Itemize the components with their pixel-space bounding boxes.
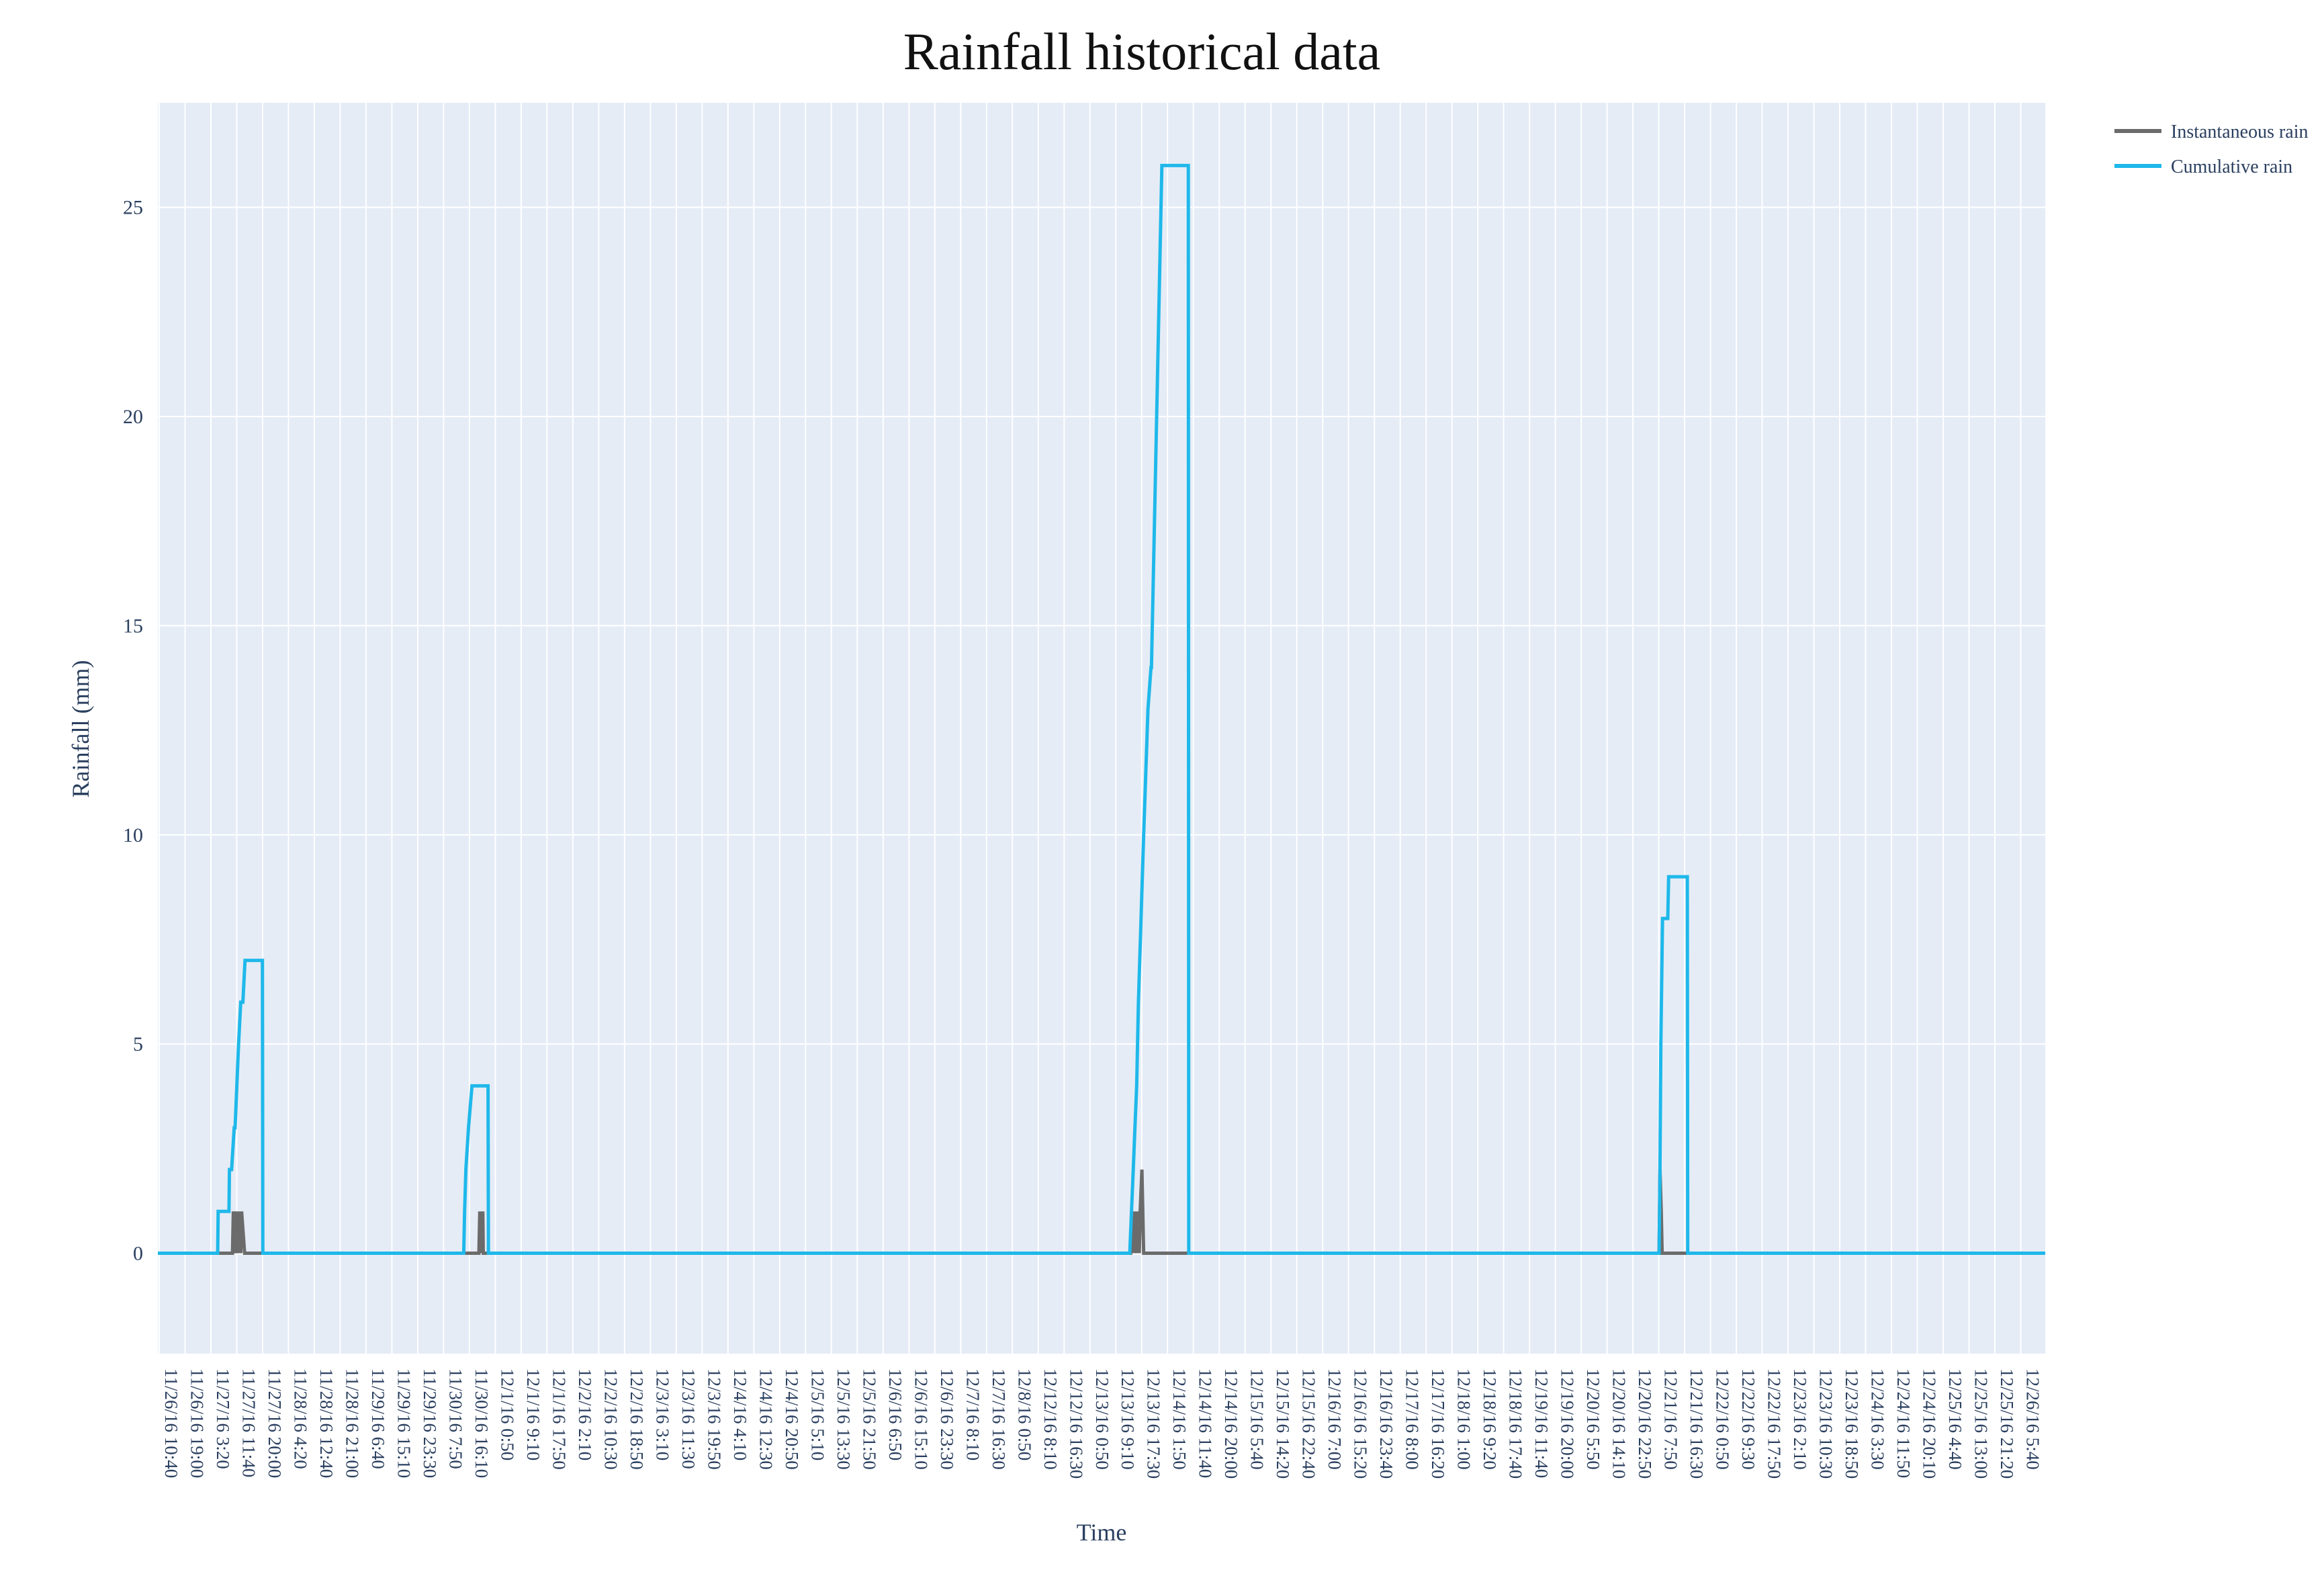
x-tick-label: 11/28/16 12:40: [316, 1368, 337, 1478]
x-tick-label: 12/12/16 16:30: [1066, 1368, 1086, 1479]
y-tick-label: 5: [133, 1033, 143, 1055]
cumulative-rain-line: [158, 163, 2045, 1255]
x-tick-label: 12/5/16 13:30: [834, 1368, 854, 1470]
x-tick-label: 12/4/16 12:30: [756, 1368, 776, 1470]
x-tick-label: 12/22/16 0:50: [1713, 1368, 1733, 1470]
x-tick-label: 12/21/16 16:30: [1687, 1368, 1707, 1479]
x-tick-label: 12/1/16 9:10: [523, 1368, 543, 1460]
legend-label: Instantaneous rain: [2171, 122, 2309, 142]
y-axis-title: Rainfall (mm): [67, 660, 94, 798]
legend-label: Cumulative rain: [2171, 157, 2292, 177]
x-tick-label: 11/26/16 10:40: [161, 1368, 181, 1478]
x-tick-label: 11/28/16 4:20: [290, 1368, 310, 1469]
x-tick-label: 12/21/16 7:50: [1661, 1368, 1681, 1470]
x-tick-label: 12/3/16 11:30: [678, 1368, 699, 1469]
x-tick-label: 12/2/16 18:50: [627, 1368, 647, 1470]
x-tick-label: 12/13/16 17:30: [1144, 1368, 1164, 1479]
y-tick-label: 0: [133, 1243, 143, 1265]
x-tick-label: 11/30/16 7:50: [445, 1368, 465, 1469]
x-tick-label: 12/25/16 4:40: [1945, 1368, 1965, 1470]
x-tick-label: 12/25/16 21:20: [1997, 1368, 2017, 1479]
x-tick-label: 12/1/16 0:50: [497, 1368, 517, 1460]
x-tick-label: 12/24/16 20:10: [1920, 1368, 1940, 1479]
x-tick-label: 12/16/16 7:00: [1325, 1368, 1345, 1470]
x-tick-label: 12/18/16 17:40: [1506, 1368, 1526, 1479]
x-tick-label: 12/6/16 6:50: [885, 1368, 905, 1460]
legend-item[interactable]: Cumulative rain: [2114, 157, 2292, 177]
plot-area: [158, 103, 2045, 1354]
x-tick-label: 12/2/16 10:30: [600, 1368, 621, 1470]
x-tick-label: 12/23/16 18:50: [1842, 1368, 1862, 1479]
y-tick-label: 10: [123, 824, 143, 846]
y-tick-label: 15: [123, 615, 143, 637]
chart-title: Rainfall historical data: [903, 22, 1380, 81]
x-tick-label: 12/3/16 19:50: [704, 1368, 724, 1470]
x-tick-label: 12/22/16 9:30: [1738, 1368, 1758, 1470]
x-tick-label: 12/14/16 1:50: [1169, 1368, 1190, 1470]
x-tick-label: 12/1/16 17:50: [549, 1368, 569, 1470]
y-tick-label: 20: [123, 406, 143, 428]
x-tick-label: 12/20/16 5:50: [1583, 1368, 1603, 1470]
x-tick-label: 12/20/16 14:10: [1609, 1368, 1629, 1479]
x-tick-label: 12/17/16 16:20: [1428, 1368, 1448, 1479]
x-tick-label: 11/29/16 15:10: [394, 1368, 414, 1478]
x-tick-label: 12/25/16 13:00: [1971, 1368, 1992, 1479]
x-tick-label: 11/28/16 21:00: [342, 1368, 362, 1478]
x-tick-label: 12/26/16 5:40: [2023, 1368, 2043, 1470]
y-tick-label: 25: [123, 197, 143, 219]
x-tick-label: 12/5/16 21:50: [859, 1368, 879, 1470]
x-tick-label: 11/30/16 16:10: [472, 1368, 492, 1478]
x-tick-label: 12/3/16 3:10: [652, 1368, 672, 1460]
legend[interactable]: Instantaneous rain Cumulative rain: [2114, 122, 2309, 177]
x-tick-label: 12/7/16 8:10: [963, 1368, 983, 1460]
x-tick-label: 12/23/16 2:10: [1790, 1368, 1810, 1470]
x-tick-label: 12/22/16 17:50: [1764, 1368, 1785, 1479]
x-tick-label: 12/12/16 8:10: [1040, 1368, 1061, 1470]
x-tick-label: 12/4/16 4:10: [730, 1368, 750, 1460]
x-tick-label: 12/17/16 8:00: [1402, 1368, 1423, 1470]
legend-item[interactable]: Instantaneous rain: [2114, 122, 2309, 142]
x-tick-label: 12/6/16 15:10: [911, 1368, 931, 1470]
x-tick-label: 12/5/16 5:10: [807, 1368, 828, 1460]
x-tick-label: 12/19/16 20:00: [1558, 1368, 1578, 1479]
x-tick-label: 12/13/16 0:50: [1092, 1368, 1112, 1470]
x-tick-label: 12/16/16 23:40: [1376, 1368, 1396, 1479]
x-tick-label: 12/24/16 11:50: [1893, 1368, 1914, 1478]
x-tick-label: 12/24/16 3:30: [1868, 1368, 1888, 1470]
x-tick-label: 12/13/16 9:10: [1118, 1368, 1138, 1470]
x-tick-label: 11/29/16 23:30: [420, 1368, 440, 1478]
x-tick-label: 12/15/16 14:20: [1273, 1368, 1293, 1479]
y-tick-labels: 0 5 10 15 20 25: [123, 197, 143, 1265]
x-tick-label: 12/14/16 11:40: [1196, 1368, 1216, 1478]
x-tick-label: 12/16/16 15:20: [1351, 1368, 1371, 1479]
x-tick-label: 12/23/16 10:30: [1816, 1368, 1836, 1479]
x-tick-label: 12/4/16 20:50: [782, 1368, 802, 1470]
x-tick-label: 12/7/16 16:30: [989, 1368, 1009, 1470]
x-tick-label: 12/2/16 2:10: [575, 1368, 595, 1460]
x-tick-label: 11/27/16 11:40: [238, 1368, 259, 1477]
x-tick-label: 11/26/16 19:00: [187, 1368, 207, 1478]
x-tick-label: 11/27/16 20:00: [265, 1368, 285, 1478]
x-tick-labels: 11/26/16 10:40 11/26/16 19:00 11/27/16 3:2…: [161, 1368, 2043, 1479]
x-tick-label: 12/15/16 5:40: [1247, 1368, 1267, 1470]
x-tick-label: 12/18/16 9:20: [1480, 1368, 1500, 1470]
x-tick-label: 12/14/16 20:00: [1221, 1368, 1241, 1479]
x-tick-label: 11/29/16 6:40: [368, 1368, 388, 1469]
x-tick-label: 12/20/16 22:50: [1635, 1368, 1655, 1479]
x-gridlines: [159, 103, 2022, 1354]
x-tick-label: 12/15/16 22:40: [1299, 1368, 1319, 1479]
x-axis-title: Time: [1077, 1519, 1127, 1546]
series-layer: [158, 163, 2045, 1255]
x-tick-label: 12/19/16 11:40: [1531, 1368, 1552, 1478]
x-tick-label: 12/6/16 23:30: [937, 1368, 957, 1470]
x-tick-label: 12/8/16 0:50: [1014, 1368, 1034, 1460]
x-tick-label: 12/18/16 1:00: [1454, 1368, 1474, 1470]
x-tick-label: 11/27/16 3:20: [213, 1368, 233, 1469]
